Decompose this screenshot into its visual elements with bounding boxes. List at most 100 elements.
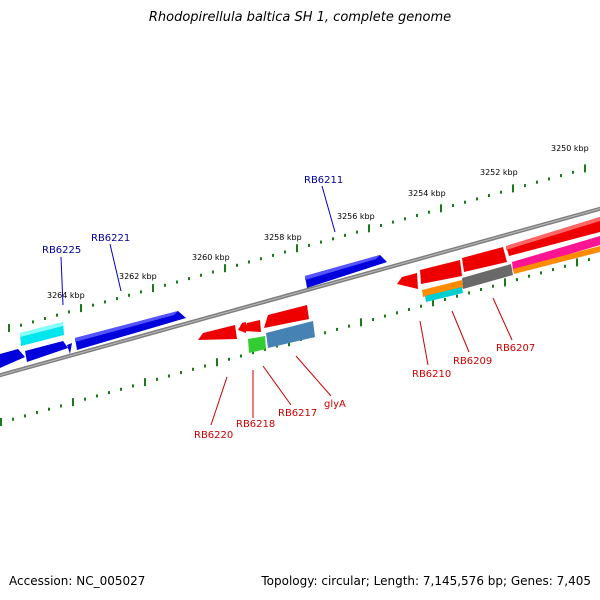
gene-label: glyA xyxy=(324,399,346,410)
ruler-label: 3256 kbp xyxy=(337,212,375,221)
tick-mark xyxy=(216,358,218,367)
gene-rb6217-red[interactable] xyxy=(264,305,309,328)
tick-tracks xyxy=(0,164,590,426)
tick-mark xyxy=(488,194,490,197)
gene-pink[interactable] xyxy=(512,236,600,271)
gene-rb6210-upper[interactable] xyxy=(420,260,462,284)
gene-rb6221[interactable] xyxy=(75,311,186,350)
gene-rb6218-red[interactable] xyxy=(244,320,261,332)
tick-mark xyxy=(20,323,22,327)
tick-mark xyxy=(576,258,578,267)
tick-mark xyxy=(336,327,338,331)
tick-mark xyxy=(144,378,146,387)
gene-labels: RB6225 RB6221 RB6211 RB6220 RB6218 RB621… xyxy=(42,175,535,441)
tick-mark xyxy=(492,284,494,288)
tick-mark xyxy=(452,204,454,207)
tick-mark xyxy=(440,204,442,213)
tick-mark xyxy=(92,303,94,307)
tick-mark xyxy=(80,304,82,313)
tick-mark xyxy=(396,311,398,315)
tick-mark xyxy=(240,354,242,358)
gene-left-c[interactable] xyxy=(67,343,72,354)
tick-mark xyxy=(48,407,50,411)
ruler-label: 3260 kbp xyxy=(192,253,230,262)
gene-small-arrow[interactable] xyxy=(238,322,246,333)
tick-mark xyxy=(392,220,394,224)
gene-cyan-right[interactable] xyxy=(425,287,463,302)
tick-mark xyxy=(0,418,2,426)
gene-label: RB6217 xyxy=(278,408,317,419)
tick-mark xyxy=(252,351,254,355)
tick-mark xyxy=(68,310,70,314)
tick-mark xyxy=(84,397,86,401)
map-title: Rhodopirellula baltica SH 1, complete ge… xyxy=(148,10,452,25)
ruler-label: 3262 kbp xyxy=(119,272,157,281)
tick-mark xyxy=(536,180,538,184)
tick-mark xyxy=(548,177,550,181)
tick-mark xyxy=(212,270,214,274)
tick-mark xyxy=(72,398,74,407)
tick-mark xyxy=(44,317,46,320)
tick-mark xyxy=(348,324,350,328)
gene-orange-right[interactable] xyxy=(513,246,600,274)
gene-left-a[interactable] xyxy=(25,341,68,362)
tick-mark xyxy=(204,364,206,368)
gene-features xyxy=(0,217,600,368)
tick-mark xyxy=(200,273,202,277)
tick-mark xyxy=(476,197,478,201)
tick-mark xyxy=(516,278,518,282)
tick-mark xyxy=(188,277,190,281)
ruler-label: 3250 kbp xyxy=(551,144,589,153)
gene-rb6220[interactable] xyxy=(198,325,237,340)
tick-mark xyxy=(524,184,526,188)
tick-mark xyxy=(416,214,418,217)
gene-label: RB6220 xyxy=(194,430,233,441)
tick-mark xyxy=(320,240,322,244)
tick-mark xyxy=(500,190,502,194)
ruler: 3250 kbp 3252 kbp 3254 kbp 3256 kbp 3258… xyxy=(47,144,589,300)
tick-mark xyxy=(380,224,382,227)
tick-mark xyxy=(116,297,118,301)
tick-mark xyxy=(384,314,386,318)
tick-mark xyxy=(140,290,142,294)
tick-mark xyxy=(296,244,298,253)
gene-glya[interactable] xyxy=(266,321,315,348)
gene-rb6209-upper[interactable] xyxy=(462,247,507,272)
gene-rb6218[interactable] xyxy=(248,336,266,353)
tick-mark xyxy=(512,184,514,193)
tick-mark xyxy=(584,164,586,173)
gene-left-b[interactable] xyxy=(0,349,25,368)
tick-mark xyxy=(156,377,158,381)
tick-mark xyxy=(456,294,458,298)
tick-mark xyxy=(588,258,590,262)
tick-mark xyxy=(408,308,410,311)
tick-mark xyxy=(164,283,166,287)
tick-mark xyxy=(308,243,310,247)
tick-mark xyxy=(372,318,374,321)
ruler-label: 3258 kbp xyxy=(264,233,302,242)
tick-mark xyxy=(96,394,98,398)
gene-label: RB6210 xyxy=(412,369,451,380)
tick-mark xyxy=(504,278,506,287)
tick-mark xyxy=(432,298,434,307)
tick-mark xyxy=(32,320,34,324)
gene-gray[interactable] xyxy=(462,264,513,289)
tick-mark xyxy=(284,250,286,254)
tick-mark xyxy=(120,387,122,391)
tick-mark xyxy=(180,371,182,375)
tick-mark xyxy=(468,291,470,295)
ruler-label: 3264 kbp xyxy=(47,291,85,300)
tick-mark xyxy=(464,200,466,204)
tick-mark xyxy=(444,298,446,301)
tick-mark xyxy=(224,264,226,273)
gene-orange-left[interactable] xyxy=(422,280,463,297)
tick-mark xyxy=(344,233,346,237)
tick-mark xyxy=(528,274,530,278)
tick-mark xyxy=(404,217,406,221)
tick-mark xyxy=(360,318,362,327)
tick-mark xyxy=(176,280,178,284)
gene-rb6211[interactable] xyxy=(305,255,387,288)
genome-summary-text: Topology: circular; Length: 7,145,576 bp… xyxy=(261,574,591,588)
gene-small-red[interactable] xyxy=(397,273,418,289)
